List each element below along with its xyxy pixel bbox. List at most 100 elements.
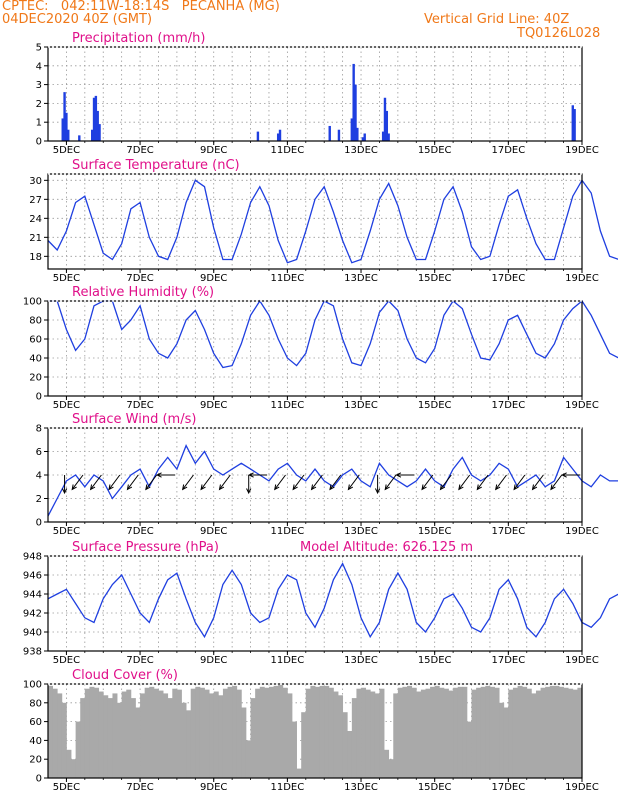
x-tick-label: 5DEC — [53, 400, 80, 411]
precip-bar — [337, 129, 341, 141]
cloud-bar — [526, 688, 532, 778]
panel-subtitle-4: Model Altitude: 626.125 m — [300, 540, 473, 555]
cloud-bar — [342, 712, 348, 778]
wind-arrow — [90, 474, 102, 490]
panel-frame-0 — [47, 46, 583, 142]
panel-frame-5 — [47, 683, 583, 779]
cloud-bar — [144, 687, 150, 778]
precip-bar — [65, 112, 68, 141]
wind-arrow-head — [495, 484, 501, 491]
cloud-bar — [232, 685, 238, 778]
cloud-bar — [153, 688, 159, 778]
precip-bar — [96, 110, 99, 141]
wind-arrow — [108, 474, 121, 490]
x-tick-label: 17DEC — [491, 655, 525, 666]
wind-arrow — [274, 474, 286, 490]
cloud-bar — [540, 687, 546, 778]
y-tick-label: 946 — [23, 571, 42, 582]
cloud-bar — [130, 698, 136, 778]
cloud-bar — [443, 688, 449, 778]
wind-arrow — [311, 474, 323, 490]
cloud-bar — [517, 685, 523, 778]
cloud-bar — [186, 710, 192, 778]
x-tick-label: 13DEC — [344, 655, 378, 666]
x-tick-label: 11DEC — [271, 782, 305, 793]
panel-title-2: Relative Humidity (%) — [72, 285, 214, 300]
cloud-bar — [61, 702, 67, 778]
cloud-bar — [462, 686, 468, 778]
x-tick-label: 9DEC — [200, 782, 227, 793]
y-tick-label: 0 — [36, 392, 42, 403]
precip-bar — [256, 131, 260, 141]
cloud-bar — [296, 768, 302, 778]
cloud-bar — [466, 721, 472, 778]
x-tick-label: 5DEC — [53, 273, 80, 284]
cloud-bar — [572, 689, 578, 778]
precip-bar — [363, 133, 366, 141]
wind-arrow-head — [274, 484, 280, 491]
cloud-bar — [209, 693, 215, 778]
cloud-bar — [126, 689, 132, 778]
x-tick-label: 11DEC — [271, 400, 305, 411]
precip-bar — [385, 110, 389, 141]
x-tick-label: 13DEC — [344, 145, 378, 156]
cloud-bar — [250, 698, 256, 778]
wind-arrow-head — [550, 484, 556, 491]
panel-frame-2 — [47, 300, 583, 397]
cloud-bar — [241, 707, 247, 778]
wind-arrow-head — [61, 488, 68, 495]
x-tick-label: 9DEC — [200, 400, 227, 411]
wind-arrow — [458, 474, 471, 490]
x-tick-label: 19DEC — [565, 655, 599, 666]
precip-bar — [381, 131, 385, 141]
wind-arrow — [127, 474, 139, 490]
cloud-bar — [494, 687, 500, 778]
cloud-bar — [384, 749, 390, 778]
x-tick-label: 11DEC — [271, 273, 305, 284]
x-tick-label: 15DEC — [418, 400, 452, 411]
wind-arrow-head — [292, 484, 298, 491]
precip-bar — [352, 63, 355, 141]
cloud-bar — [278, 684, 284, 778]
wind-arrow — [384, 474, 397, 490]
cloud-bar — [439, 687, 445, 778]
x-tick-label: 15DEC — [418, 526, 452, 537]
cloud-bar — [499, 702, 505, 778]
cloud-bar — [545, 686, 551, 778]
wind-arrow — [532, 474, 544, 490]
cloud-bar — [338, 695, 344, 778]
date-line: 04DEC2020 40Z (GMT) — [2, 12, 153, 27]
cloud-bar — [434, 685, 440, 778]
x-tick-label: 19DEC — [565, 273, 599, 284]
wind-arrow-head — [384, 484, 390, 491]
wind-arrow-head — [181, 484, 188, 491]
wind-arrow-head — [347, 484, 354, 491]
x-tick-label: 19DEC — [565, 526, 599, 537]
precip-bar — [354, 84, 357, 141]
cloud-bar — [264, 687, 270, 778]
x-tick-label: 17DEC — [491, 782, 525, 793]
wind-arrow-head — [155, 472, 162, 478]
y-tick-label: 30 — [29, 176, 42, 187]
x-tick-label: 17DEC — [491, 273, 525, 284]
cloud-bar — [227, 686, 233, 778]
cloud-bar — [388, 759, 394, 778]
precip-bar — [356, 127, 359, 141]
cloud-bar — [181, 702, 187, 778]
cloud-bar — [117, 702, 123, 778]
cloud-bar — [374, 693, 380, 778]
x-tick-label: 15DEC — [418, 145, 452, 156]
cloud-bar — [121, 691, 127, 778]
x-tick-label: 19DEC — [565, 782, 599, 793]
wind-arrow-head — [108, 484, 114, 491]
y-tick-label: 60 — [29, 717, 42, 728]
cloud-bar — [508, 689, 514, 778]
header: CPTEC: 042:11W-18:14S PECANHA (MG) 04DEC… — [0, 0, 618, 48]
precip-bar — [361, 137, 365, 141]
cloud-bar — [407, 685, 413, 778]
precip-bar — [571, 105, 574, 141]
precip-bar — [278, 129, 282, 141]
cloud-bar — [305, 688, 311, 778]
cloud-bar — [71, 759, 77, 778]
